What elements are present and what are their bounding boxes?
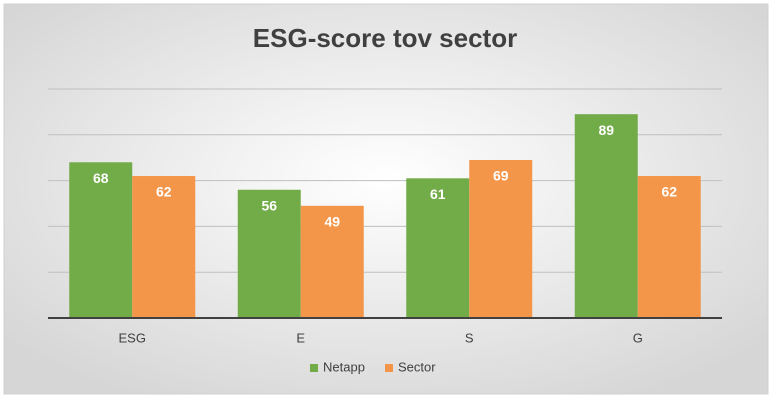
chart-title: ESG-score tov sector bbox=[253, 23, 517, 53]
bar bbox=[574, 114, 638, 318]
data-label: 62 bbox=[156, 184, 172, 200]
x-tick-label: S bbox=[465, 330, 474, 345]
legend-swatch bbox=[310, 364, 318, 372]
data-label: 69 bbox=[493, 168, 509, 184]
legend-label: Sector bbox=[398, 359, 436, 374]
x-tick-label: G bbox=[633, 330, 643, 345]
bar bbox=[406, 178, 470, 318]
legend-swatch bbox=[385, 364, 393, 372]
data-label: 89 bbox=[598, 122, 614, 138]
data-label: 56 bbox=[261, 197, 277, 213]
data-label: 61 bbox=[430, 186, 446, 202]
bar bbox=[237, 189, 301, 318]
data-label: 49 bbox=[324, 213, 340, 229]
legend-label: Netapp bbox=[323, 359, 365, 374]
data-label: 68 bbox=[93, 170, 109, 186]
bar bbox=[132, 176, 196, 318]
bar bbox=[69, 162, 133, 318]
bar bbox=[637, 176, 701, 318]
x-tick-label: ESG bbox=[119, 330, 146, 345]
bar bbox=[469, 159, 533, 318]
data-label: 62 bbox=[661, 184, 677, 200]
x-tick-label: E bbox=[296, 330, 305, 345]
bar bbox=[300, 205, 364, 318]
